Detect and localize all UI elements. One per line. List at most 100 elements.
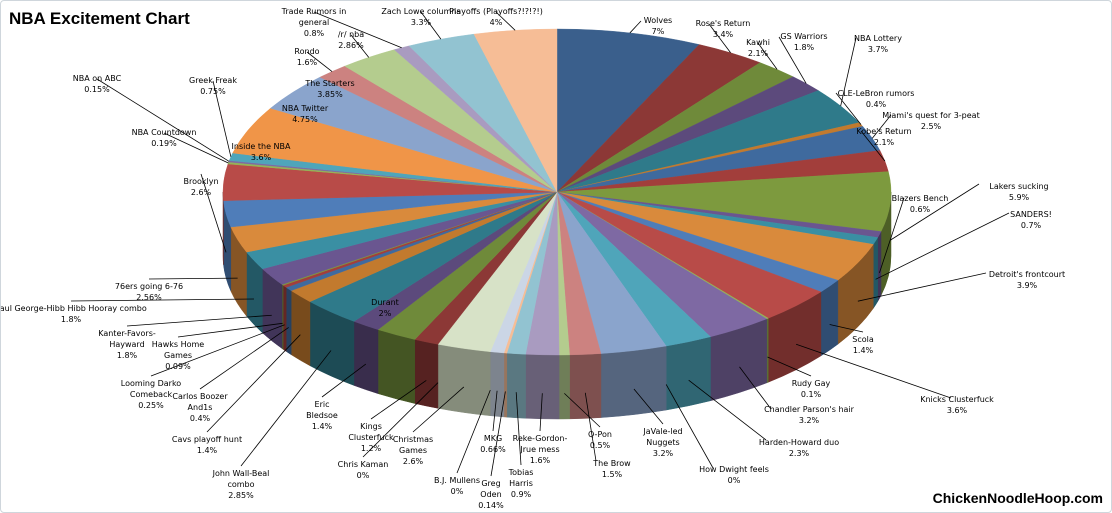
data-label-value: 5.9% [1008,193,1030,202]
data-label-value: 2.1% [873,138,895,147]
data-label: Chris Kaman 0% [338,459,389,481]
leader-line [163,132,229,164]
data-label: CLE-LeBron rumors 0.4% [838,88,915,110]
data-label: Rose's Return 3.4% [696,18,751,40]
data-label: Knicks Clusterfuck 3.6% [920,394,994,416]
data-label-name: NBA on ABC [72,74,122,83]
data-label-name: 76ers going 6-76 [114,282,184,291]
data-label: Wolves 7% [644,15,672,37]
data-label-value: 0.66% [480,445,506,454]
leader-line [70,298,254,302]
data-label-value: 1.2% [360,444,382,453]
leader-line [757,42,778,70]
leader-line [795,343,952,399]
data-label-value: 0.5% [589,441,611,450]
leader-line [708,23,731,53]
data-label-name: Rose's Return [695,19,751,28]
leader-line [829,324,864,333]
data-label-value: 0.14% [478,501,504,510]
data-label-value: 3.6% [946,406,968,415]
data-label-name: Christmas Games [392,435,434,455]
data-label-value: 2.86% [338,41,364,50]
slice-side [525,354,560,420]
data-label-value: 1.4% [196,446,218,455]
slice-side [490,351,505,418]
slice-side [820,279,839,357]
data-label-name: Wolves [643,16,673,25]
data-label-value: 2.3% [788,449,810,458]
data-label-value: 0.6% [909,205,931,214]
data-label: Hawks Home Games 0.09% [152,339,204,372]
data-label: Kobe's Return 2.1% [856,126,911,148]
leader-line [313,11,402,49]
slice-side [600,345,667,418]
data-label: John Wall-Beal combo 2.85% [213,468,270,501]
data-label: Greg Oden 0.14% [478,478,503,511]
data-label: Brooklyn 2.6% [183,176,218,198]
data-label-name: B.J. Mullens [433,476,481,485]
pie-slice [556,171,892,232]
data-label-value: 1.4% [852,346,874,355]
data-label-value: 2% [378,309,392,318]
data-label-value: 0% [356,471,370,480]
data-label: Rondo 1.6% [294,46,319,68]
chart-title: NBA Excitement Chart [9,9,190,28]
data-label: NBA on ABC 0.15% [73,73,121,95]
leader-line [857,272,987,302]
data-label: Miami's quest for 3-peat 2.5% [882,110,979,132]
data-label: Rudy Gay 0.1% [792,378,830,400]
data-label-value: 1.8% [60,315,82,324]
data-label-name: GS Warriors [780,32,828,41]
data-label: Detroit's frontcourt 3.9% [989,269,1065,291]
leader-line [362,382,439,458]
leader-line [871,114,892,139]
data-label: Tobias Harris 0.9% [509,467,534,500]
slice-side [877,231,882,303]
data-label: GS Warriors 1.8% [780,31,827,53]
data-label-name: Brooklyn [183,177,219,186]
data-label: Playoffs (Playoffs?!?!?!) 4% [449,6,543,28]
data-label-value: 3.2% [652,449,674,458]
data-label: Chandler Parson's hair 3.2% [764,404,854,426]
data-label: NBA Countdown 0.19% [132,127,197,149]
data-label-value: 3.7% [867,45,889,54]
leader-line [739,366,772,410]
leader-line [584,392,597,462]
data-label-name: Kings Clusterfuck [348,422,394,442]
data-label: Trade Rumors in general 0.8% [282,6,347,39]
data-label-value: 2.6% [190,188,212,197]
data-label: Scola 1.4% [852,334,874,356]
data-label: SANDERS! 0.7% [1010,209,1052,231]
data-label-name: CLE-LeBron rumors [837,89,915,98]
data-label-value: 2.6% [402,457,424,466]
data-label: Reke-Gordon- Jrue mess 1.6% [513,433,568,466]
pie-slice [556,28,700,193]
slice-side [506,352,526,419]
data-label-name: Knicks Clusterfuck [920,395,994,404]
data-label-name: Playoffs (Playoffs?!?!?!) [449,7,543,16]
leader-line [688,379,767,441]
slice-side [503,352,508,418]
data-label-name: /r/ nba [337,30,365,39]
data-label: Christmas Games 2.6% [393,434,433,467]
leader-line [206,334,301,433]
data-label: Lakers sucking 5.9% [989,181,1048,203]
data-label-name: Lakers sucking [989,182,1049,191]
slice-side [290,290,311,367]
data-label-value: 0.15% [84,85,110,94]
slice-side [558,354,570,420]
leader-line [633,388,664,425]
data-label: How Dwight feels 0% [699,464,769,486]
data-label-value: 4.75% [292,115,318,124]
data-label-value: 0.25% [138,401,164,410]
leader-line [767,356,812,377]
leader-line [778,36,807,84]
slice-side [353,321,379,394]
leader-line [890,183,980,241]
leader-line [665,384,714,469]
data-label-name: How Dwight feels [699,465,769,474]
data-label-value: 2.1% [747,49,769,58]
data-label-value: 2.5% [920,122,942,131]
